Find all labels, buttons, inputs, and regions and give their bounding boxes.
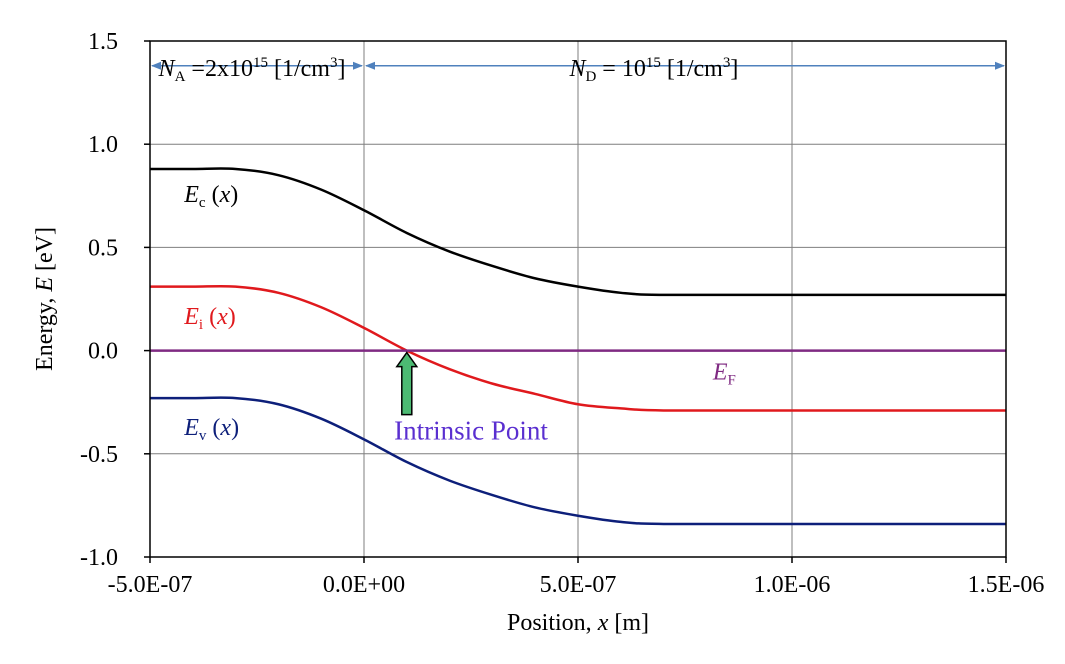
nd-doping-label-sup1: 15 [646,55,661,71]
na-doping-label-text2: [1/cm [268,56,330,82]
ev-label-x: x [219,415,231,441]
na-doping-label-var: N [158,56,177,82]
y-tick-label: -0.5 [80,442,118,468]
na-doping-label-sup1: 15 [253,55,268,71]
ec-label: Ec (x) [183,182,238,211]
ec-label-paren-open: ( [206,182,220,208]
na-doping-label-text3: ] [337,56,345,82]
nd-doping-label-text2: [1/cm [661,56,723,82]
x-tick-label: 0.0E+00 [323,572,405,598]
x-tick-label: 1.5E-06 [968,572,1045,598]
ef-label: EF [712,359,736,388]
ev-label-var: E [183,415,199,441]
x-axis-title-var: x [597,610,609,636]
ec-label-x: x [219,182,231,208]
ev-label: Ev (x) [183,415,239,444]
nd-doping-label-text3: ] [730,56,738,82]
ei-label-paren-close: ) [228,304,236,330]
na-doping-label-sup2: 3 [330,55,338,71]
series [150,167,1006,526]
x-tick-label: 5.0E-07 [540,572,617,598]
y-tick-label: 0.0 [88,339,118,365]
ev-label-paren-close: ) [231,415,239,441]
y-tick-label: 0.5 [88,235,118,261]
series-Ei-line [150,284,1006,412]
ei-label-var: E [183,304,199,330]
ec-label-sub: c [199,195,206,211]
x-axis-title-suffix: [m] [608,610,649,636]
ei-label-x: x [216,304,228,330]
intrinsic-point-label: Intrinsic Point [394,415,548,445]
ec-label-paren-close: ) [230,182,238,208]
intrinsic-point-arrow [395,351,419,416]
na-doping-label-sub: A [175,69,186,85]
series-Ec-line [150,167,1006,297]
x-tick-label: -5.0E-07 [108,572,193,598]
nd-doping-label-sub: D [585,69,596,85]
ev-label-paren-open: ( [206,415,220,441]
x-axis-title-prefix: Position, [507,610,598,636]
x-axis-title: Position, x [m] [507,610,649,636]
axes: -5.0E-07 0.0E+00 5.0E-07 1.0E-06 1.5E-06 -1.0… [32,29,1044,636]
y-tick-label: 1.5 [88,29,118,55]
ei-label-paren-open: ( [203,304,217,330]
na-doping-label: NA =2x1015 [1/cm3] [158,55,346,85]
x-tick-label: 1.0E-06 [754,572,831,598]
ev-label-sub: v [199,428,207,444]
ec-label-var: E [183,182,199,208]
y-axis-title: Energy, E [eV] [32,227,58,371]
nd-doping-label: ND = 1015 [1/cm3] [568,55,738,85]
ei-label: Ei (x) [183,304,236,333]
nd-doping-label-sup2: 3 [723,55,731,71]
ef-label-sub: F [727,372,735,388]
nd-doping-label-text1: = 10 [596,56,646,82]
y-tick-label: -1.0 [80,545,118,571]
na-doping-label-text1: =2x10 [185,56,253,82]
y-axis-title-suffix: [eV] [32,227,58,277]
series-Ev-line [150,396,1006,526]
ei-label-sub: i [199,317,203,333]
grid [150,41,1006,557]
y-axis-title-prefix: Energy, [32,292,58,371]
y-tick-label: 1.0 [88,132,118,158]
ef-label-var: E [712,359,728,385]
nd-doping-label-var: N [568,56,587,82]
y-axis-title-var: E [32,277,58,293]
